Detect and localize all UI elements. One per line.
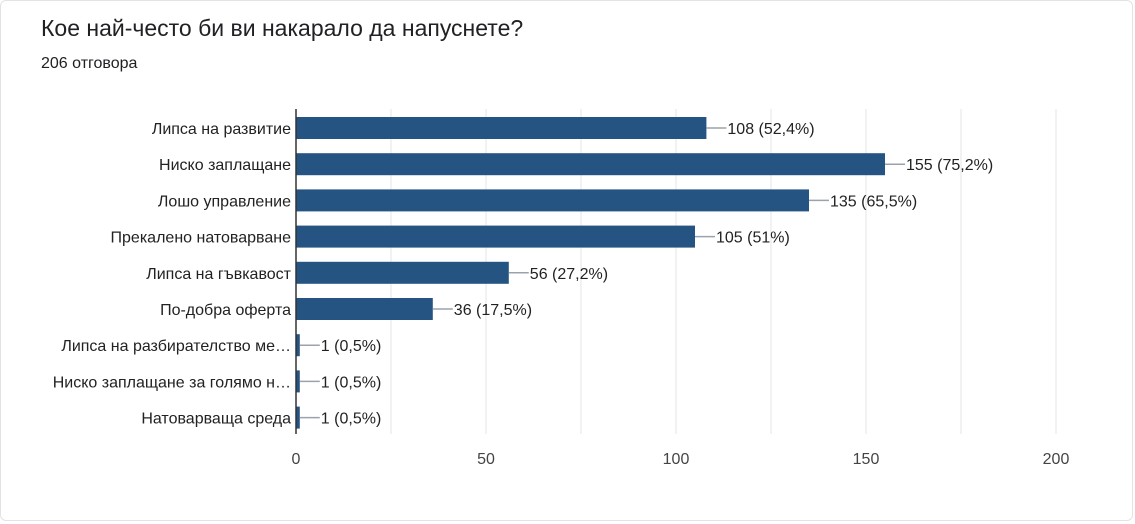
value-label: 108 (52,4%) — [727, 121, 814, 138]
bar — [296, 189, 809, 212]
x-tick-label: 150 — [853, 451, 880, 468]
response-count: 206 отговора — [41, 55, 138, 72]
value-label: 135 (65,5%) — [830, 193, 917, 210]
value-label: 1 (0,5%) — [321, 411, 381, 428]
bar — [296, 153, 885, 176]
category-label: Лошо управление — [158, 193, 291, 210]
category-label: Ниско заплащане за голямо н… — [53, 374, 291, 391]
value-label: 105 (51%) — [716, 230, 790, 247]
value-label: 155 (75,2%) — [906, 157, 993, 174]
category-label: Ниско заплащане — [159, 157, 291, 174]
x-tick-label: 0 — [292, 451, 301, 468]
category-label: Липса на разбирателство ме… — [61, 338, 291, 355]
x-tick-label: 50 — [477, 451, 495, 468]
bar — [296, 406, 300, 429]
value-label: 56 (27,2%) — [530, 266, 608, 283]
bar — [296, 298, 433, 320]
value-label: 36 (17,5%) — [454, 302, 532, 319]
x-tick-label: 200 — [1043, 451, 1070, 468]
bar — [296, 225, 695, 248]
value-label: 1 (0,5%) — [321, 338, 381, 355]
bar — [296, 334, 300, 357]
category-label: По-добра оферта — [160, 302, 291, 319]
bar — [296, 261, 509, 284]
x-tick-label: 100 — [663, 451, 690, 468]
category-label: Прекалено натоварване — [111, 230, 292, 247]
category-label: Натоварваща среда — [141, 411, 291, 428]
chart-title: Кое най-често би ви накарало да напуснет… — [41, 15, 524, 41]
bar — [296, 117, 707, 139]
bar — [296, 370, 300, 393]
category-label: Липса на гъвкавост — [146, 266, 291, 283]
value-label: 1 (0,5%) — [321, 374, 381, 391]
category-label: Липса на развитие — [152, 121, 291, 138]
